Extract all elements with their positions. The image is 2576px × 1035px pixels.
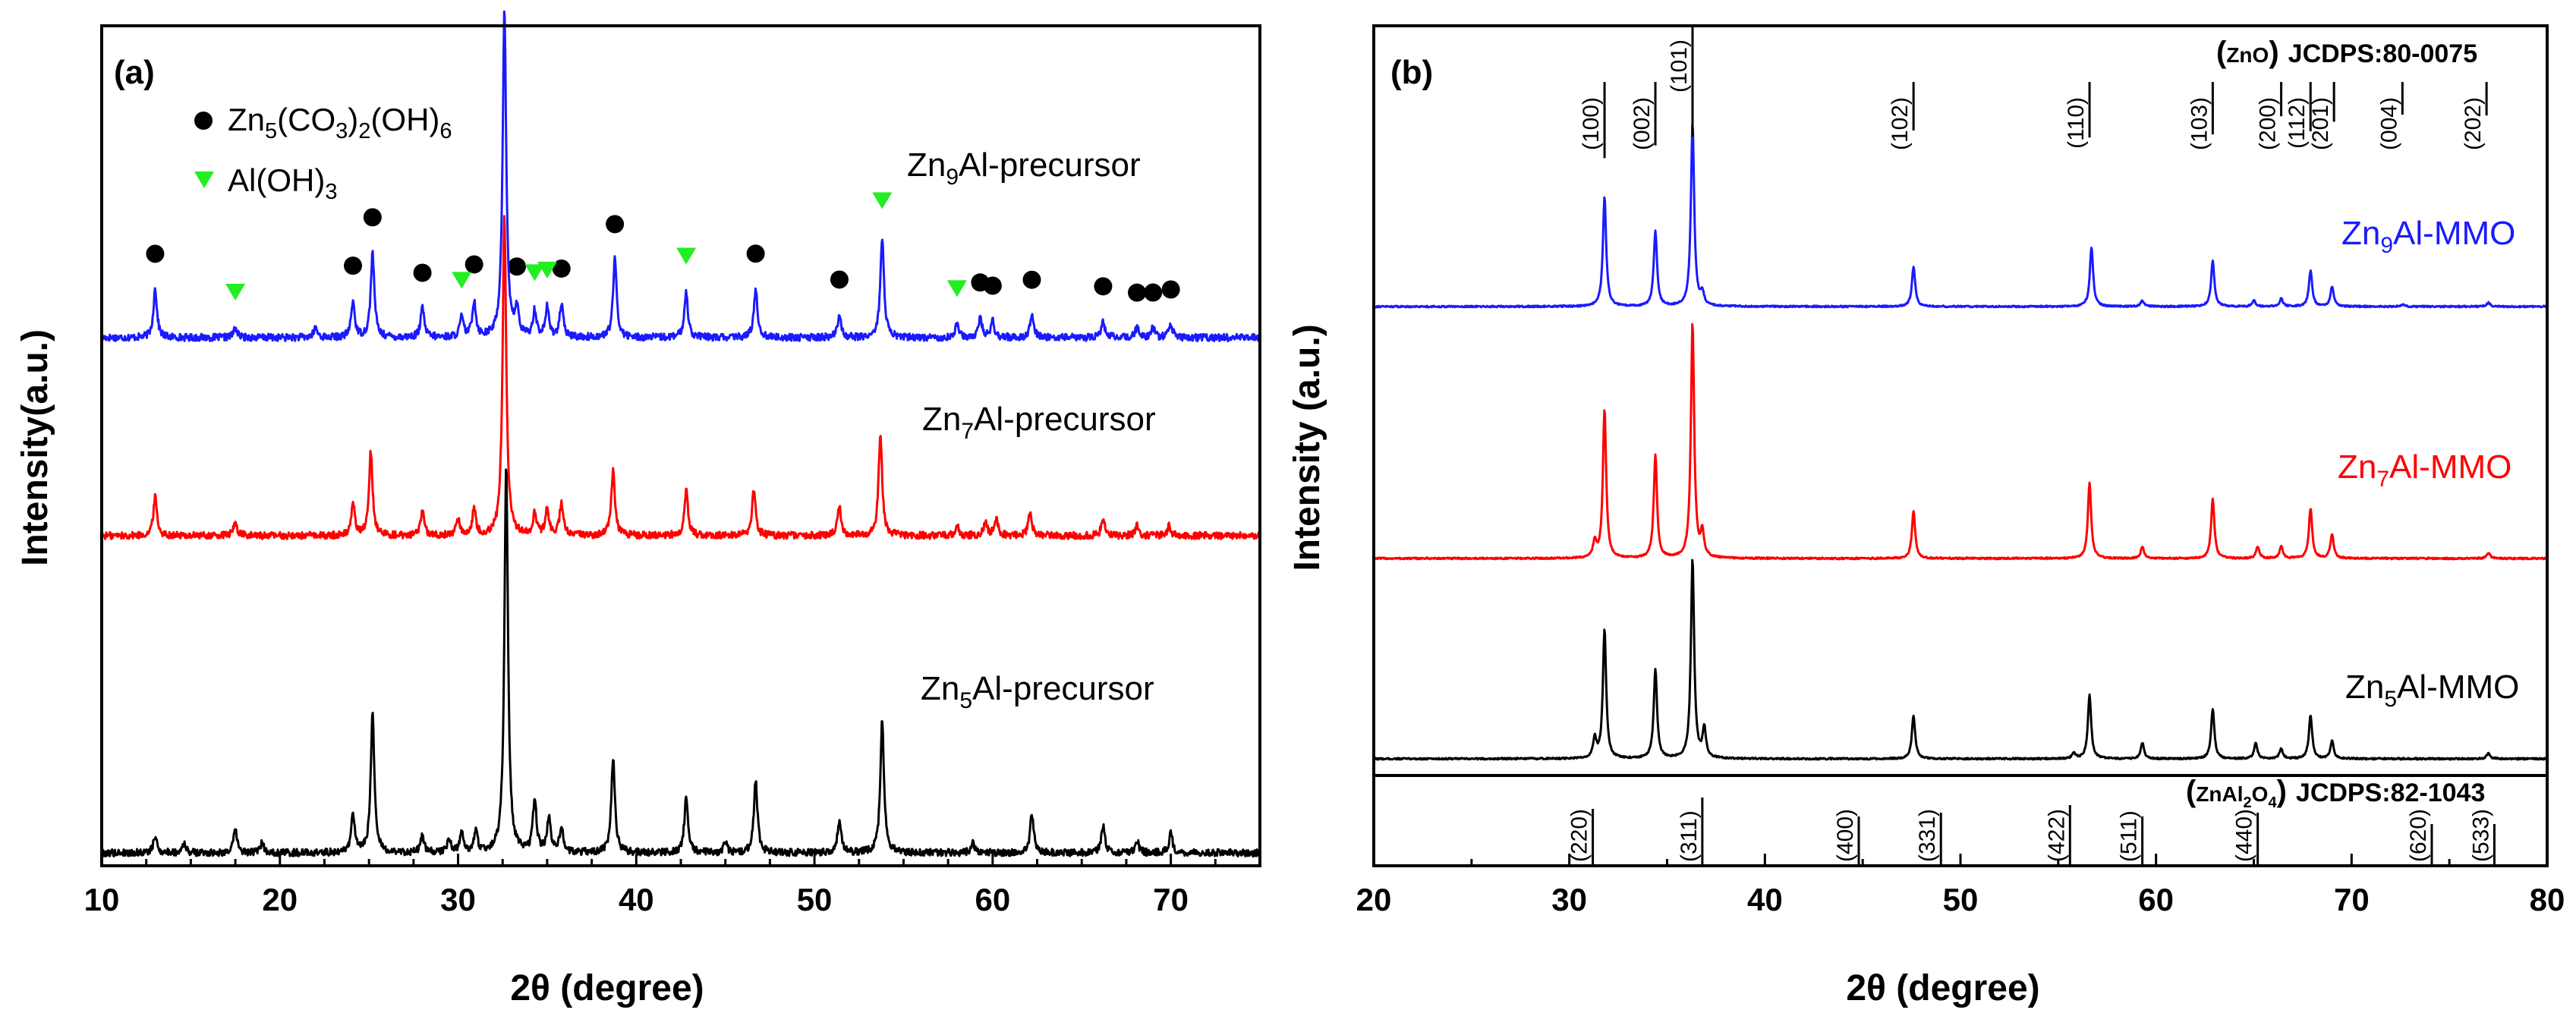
zno-hkl-label: (002): [1630, 97, 1655, 150]
zn-carbonate-peak-marker: [1144, 283, 1163, 302]
al-hydroxide-peak-marker: [676, 247, 697, 265]
znal2o4-hkl-label: (422): [2044, 809, 2069, 862]
znal2o4-hkl-label: (311): [1677, 810, 1702, 862]
al-hydroxide-peak-marker: [452, 272, 472, 289]
legend-zinc-carbonate-hydroxide: Zn5(CO3)2(OH)6: [228, 102, 452, 143]
x-tick-label: 30: [440, 882, 476, 917]
panel-a: 10 20 30 40 50 60 70 (a) Zn5(CO3)2(OH)6 Al(OH)…: [15, 10, 1261, 1008]
zno-hkl-label: (110): [2064, 97, 2089, 149]
znal2o4-hkl-label: (511): [2117, 810, 2142, 862]
znal2o4-hkl-label: (620): [2406, 809, 2431, 862]
panel-b-series: [1372, 123, 2549, 761]
zn-carbonate-peak-marker: [146, 244, 165, 263]
panel-a-series: [100, 10, 1261, 858]
series-label-zn9al-mmo: Zn9Al-MMO: [2341, 215, 2515, 258]
znal2o4-hkl-label: (331): [1915, 809, 1940, 862]
x-tick-label: 40: [619, 882, 654, 917]
panel-a-label: (a): [114, 54, 155, 91]
panel-a-x-axis-title: 2θ (degree): [510, 968, 704, 1008]
zno-hkl-label: (202): [2461, 97, 2486, 150]
zn-carbonate-peak-marker: [344, 256, 363, 275]
x-tick-label: 10: [84, 882, 120, 917]
panel-a-x-axis: 10 20 30 40 50 60 70: [84, 854, 1261, 917]
zn-carbonate-peak-marker: [746, 244, 765, 263]
al-hydroxide-peak-marker: [524, 264, 545, 282]
zn-carbonate-peak-marker: [830, 270, 849, 289]
x-tick-label: 30: [1551, 882, 1587, 917]
zno-hkl-label: (103): [2187, 97, 2212, 150]
legend-circle-marker-icon: [194, 112, 213, 130]
zn-carbonate-peak-marker: [413, 263, 432, 282]
panel-b-label: (b): [1390, 54, 1433, 91]
zn-carbonate-peak-marker: [1094, 277, 1113, 296]
x-tick-label: 60: [2138, 882, 2174, 917]
zn-carbonate-peak-marker: [606, 215, 625, 234]
panel-b-x-axis: 20 30 40 50 60 70 80: [1356, 854, 2565, 917]
legend-triangle-marker-icon: [194, 171, 214, 188]
x-tick-label: 20: [1356, 882, 1392, 917]
zno-hkl-label: (100): [1579, 97, 1604, 150]
panel-a-phase-markers: [146, 192, 1180, 302]
series-line-zn7al-precursor: [100, 215, 1261, 540]
zn-carbonate-peak-marker: [363, 208, 382, 227]
panel-a-legend: Zn5(CO3)2(OH)6 Al(OH)3: [194, 102, 452, 204]
x-tick-label: 20: [262, 882, 298, 917]
zno-hkl-label: (200): [2256, 97, 2281, 150]
zn-carbonate-peak-marker: [552, 259, 571, 278]
zn-carbonate-peak-marker: [1128, 283, 1147, 302]
zno-reference-lines: (100) (002) (101) (102) (110) (103) (200) (112)…: [1579, 27, 2488, 159]
legend-aluminium-hydroxide: Al(OH)3: [228, 162, 337, 204]
x-tick-label: 50: [1943, 882, 1979, 917]
znal2o4-hkl-label: (400): [1833, 809, 1858, 862]
series-line-zn9al-mmo: [1373, 123, 2549, 309]
x-tick-label: 50: [797, 882, 833, 917]
znal2o4-hkl-label: (220): [1567, 809, 1592, 862]
x-tick-label: 80: [2530, 882, 2565, 917]
series-label-zn5al-mmo: Zn5Al-MMO: [2345, 669, 2519, 712]
series-label-zn5al-precursor: Zn5Al-precursor: [921, 670, 1154, 713]
znal2o4-reference-title: (ZnAl2O4) JCDPS:82-1043: [2186, 775, 2485, 811]
x-tick-label: 70: [1153, 882, 1189, 917]
panel-b-y-axis-title: Intensity (a.u.): [1287, 324, 1327, 571]
series-line-zn7al-mmo: [1372, 322, 2549, 561]
zn-carbonate-peak-marker: [983, 276, 1002, 295]
zn-carbonate-peak-marker: [1161, 280, 1180, 299]
al-hydroxide-peak-marker: [872, 192, 893, 209]
zno-hkl-label: (102): [1888, 97, 1913, 150]
series-label-zn9al-precursor: Zn9Al-precursor: [907, 146, 1141, 190]
zn-carbonate-peak-marker: [1022, 270, 1041, 289]
x-tick-label: 60: [975, 882, 1010, 917]
x-tick-label: 40: [1747, 882, 1783, 917]
znal2o4-hkl-label: (440): [2232, 809, 2257, 862]
zn-carbonate-peak-marker: [464, 255, 483, 274]
series-line-zn5al-mmo: [1372, 558, 2548, 761]
panel-a-y-axis-title: Intensity(a.u.): [15, 329, 55, 566]
panel-b-x-axis-title: 2θ (degree): [1846, 968, 2039, 1008]
al-hydroxide-peak-marker: [537, 261, 557, 278]
zno-hkl-label: (112): [2285, 97, 2310, 149]
zno-hkl-label: (004): [2376, 97, 2401, 150]
series-line-zn5al-precursor: [100, 468, 1261, 858]
al-hydroxide-peak-marker: [225, 283, 246, 300]
x-tick-label: 70: [2334, 882, 2370, 917]
al-hydroxide-peak-marker: [946, 280, 967, 297]
zn-carbonate-peak-marker: [508, 257, 527, 276]
zno-hkl-label: (101): [1667, 39, 1692, 93]
zno-reference-title: (ZnO) JCDPS:80-0075: [2216, 36, 2477, 69]
zno-hkl-label: (201): [2308, 97, 2333, 150]
series-line-zn9al-precursor: [100, 10, 1261, 343]
series-label-zn7al-mmo: Zn7Al-MMO: [2338, 448, 2511, 492]
znal2o4-reference-lines: (220) (311) (400) (331) (422) (511) (440) (620)…: [1567, 797, 2496, 866]
series-label-zn7al-precursor: Zn7Al-precursor: [922, 401, 1156, 444]
panel-b: (100) (002) (101) (102) (110) (103) (200) (112)…: [1287, 24, 2565, 1008]
znal2o4-hkl-label: (533): [2468, 809, 2493, 862]
